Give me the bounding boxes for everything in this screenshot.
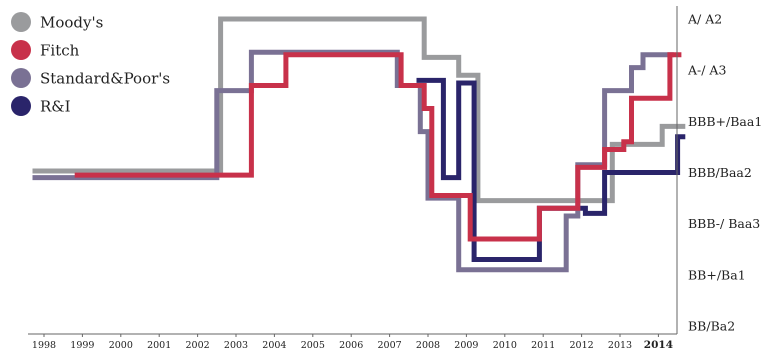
x-tick-label: 2004 [262, 340, 286, 350]
legend-label: Fitch [40, 42, 80, 60]
legend-item-r-i: R&I [11, 96, 71, 116]
axis-layer [28, 6, 678, 335]
x-tick-label: 1998 [32, 340, 56, 350]
legend-item-fitch: Fitch [11, 40, 80, 60]
x-tick-label: 2009 [454, 340, 478, 350]
legend-item-standard-poor-s: Standard&Poor's [11, 68, 170, 88]
y-tick-label: BBB/Baa2 [688, 165, 752, 180]
legend-marker [11, 96, 31, 116]
legend: Moody's Fitch Standard&Poor's R&I [11, 12, 170, 116]
x-tick-label: 2001 [147, 340, 171, 350]
x-tick-label: 2014 [644, 339, 673, 350]
y-tick-label: BB+/Ba1 [688, 267, 746, 282]
x-tick-label: 2000 [109, 340, 133, 350]
x-tick-label: 2011 [531, 340, 555, 350]
x-tick-label: 2002 [186, 340, 210, 350]
legend-label: Moody's [40, 14, 103, 32]
legend-label: Standard&Poor's [40, 70, 170, 88]
y-tick-label: BBB-/ Baa3 [688, 216, 760, 231]
x-tick-label: 2007 [378, 340, 402, 350]
x-tick-label: 2005 [301, 340, 325, 350]
y-tick-label: BB/Ba2 [688, 319, 735, 334]
legend-marker [11, 12, 31, 32]
series-line-fitch [74, 52, 682, 242]
x-tick-layer: 1998 1999 2000 2001 2002 2003 2004 2005 2006 2007… [32, 334, 673, 350]
y-tick-layer: BB/Ba2 BB+/Ba1 BBB-/ Baa3 BBB/Baa2 BBB+/Baa1… [687, 12, 762, 334]
legend-marker [11, 40, 31, 60]
legend-marker [11, 68, 31, 88]
x-tick-label: 2003 [224, 340, 248, 350]
x-tick-label: 2006 [339, 340, 363, 350]
x-tick-label: 2013 [608, 340, 632, 350]
y-tick-label: BBB+/Baa1 [688, 114, 762, 129]
y-tick-label: A-/ A3 [687, 63, 726, 78]
series-layer [32, 16, 686, 273]
x-tick-label: 1999 [70, 340, 94, 350]
y-tick-label: A/ A2 [687, 12, 722, 27]
legend-label: R&I [40, 98, 71, 116]
series-line-moody-s [32, 16, 686, 204]
x-tick-label: 2010 [493, 340, 517, 350]
x-tick-label: 2008 [416, 340, 440, 350]
series-line-standard-poor-s [32, 49, 674, 273]
legend-item-moody-s: Moody's [11, 12, 103, 32]
x-tick-label: 2012 [570, 340, 594, 350]
